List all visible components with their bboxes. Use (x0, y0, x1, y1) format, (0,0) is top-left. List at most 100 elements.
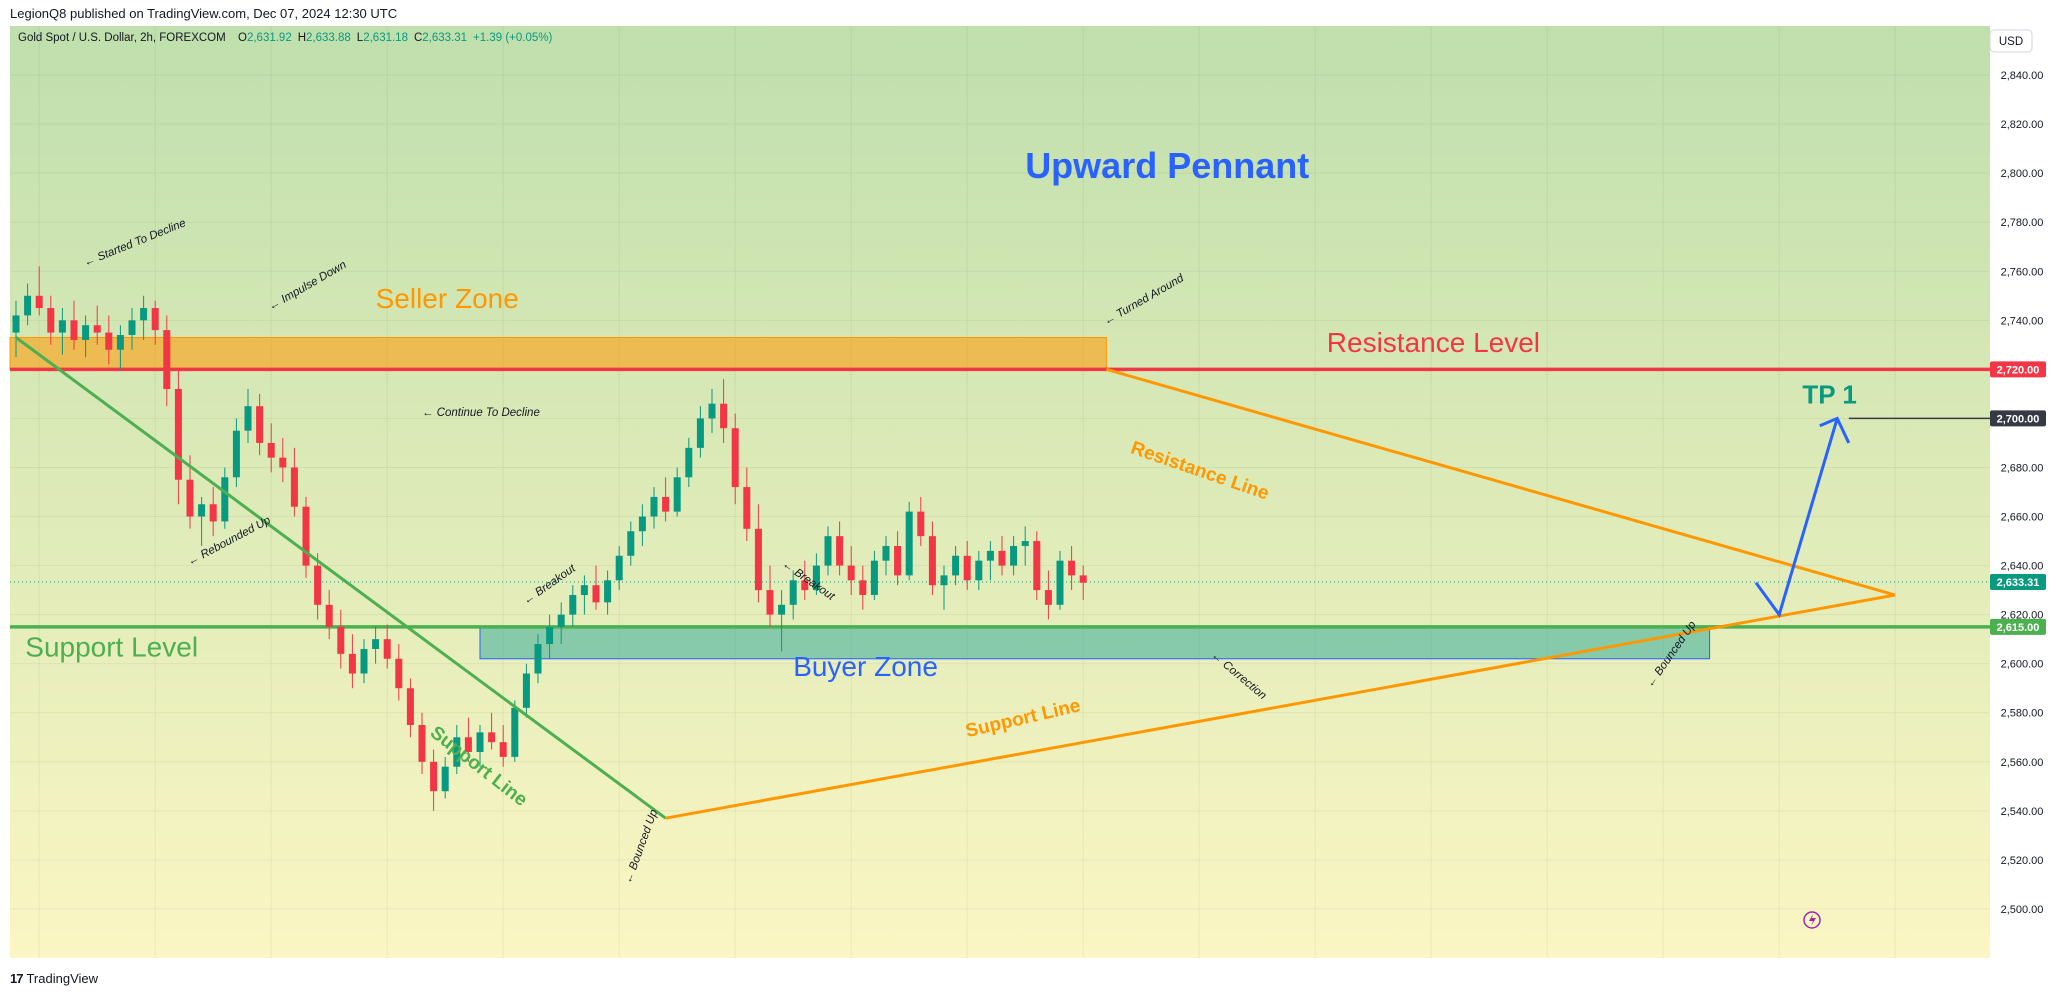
candle-body (1010, 545, 1018, 566)
candle-body (140, 308, 148, 321)
support-level-label: Support Level (25, 631, 198, 662)
candle-body (464, 737, 472, 752)
tp1-label: TP 1 (1802, 380, 1856, 410)
price-tag (1990, 618, 2046, 635)
candle-body (685, 447, 693, 478)
candle-body (302, 506, 310, 566)
candle-body (870, 560, 878, 596)
y-tick-label: 2,760.00 (2001, 266, 2044, 278)
candle-body (766, 590, 774, 615)
y-tick-label: 2,540.00 (2001, 806, 2044, 818)
candle-body (812, 565, 820, 591)
candle-body (1021, 541, 1029, 546)
candle-body (975, 560, 983, 581)
candle-body (905, 511, 913, 576)
projection-arrowhead (1819, 416, 1851, 444)
candle-body (256, 406, 264, 443)
candle-body (163, 330, 171, 389)
candle-body (1068, 560, 1076, 576)
candle-body (453, 737, 461, 767)
y-tick-label: 2,600.00 (2001, 659, 2044, 671)
annotation-label: ← Continue To Decline (422, 407, 540, 419)
y-tick-label: 2,780.00 (2001, 217, 2044, 229)
y-tick-label: 2,640.00 (2001, 561, 2044, 573)
resistance-level-label: Resistance Level (1327, 327, 1540, 358)
seller-zone-label: Seller Zone (376, 283, 519, 314)
candle-body (882, 545, 890, 561)
y-tick-label: 2,620.00 (2001, 610, 2044, 622)
candle-body (290, 467, 298, 507)
candle-body (441, 766, 449, 792)
candle-body (244, 406, 252, 431)
candle-body (1044, 590, 1052, 605)
price-tag (1990, 361, 2046, 378)
candle-body (673, 477, 681, 512)
candle-body (232, 430, 240, 478)
alert-icon[interactable] (1803, 911, 1821, 929)
price-tag-label: 2,720.00 (1997, 364, 2040, 376)
y-tick-label: 2,840.00 (2001, 70, 2044, 82)
candle-body (963, 555, 971, 581)
tradingview-brand: TradingView (26, 971, 99, 986)
candle-body (592, 585, 600, 603)
currency-button[interactable]: USD (1989, 29, 2033, 53)
candle-body (580, 585, 588, 596)
candle-body (93, 325, 101, 333)
candle-body (116, 335, 124, 350)
tradingview-logo[interactable]: 17 TradingView (10, 971, 98, 986)
candle-body (221, 477, 229, 522)
candle-body (186, 479, 194, 517)
candle-body (720, 403, 728, 429)
price-chart[interactable]: Upward Pennant Seller Zone Buyer Zone Resis… (0, 26, 2059, 961)
candle-body (940, 575, 948, 586)
candle-body (35, 295, 43, 309)
chart-area[interactable]: Upward Pennant Seller Zone Buyer Zone Resis… (0, 26, 2059, 961)
candle-body (534, 644, 542, 674)
candle-body (952, 555, 960, 576)
candle-body (360, 648, 368, 674)
price-tag-label: 2,615.00 (1997, 622, 2040, 634)
candle-body (151, 308, 159, 331)
candle-body (337, 626, 345, 654)
y-tick-label: 2,660.00 (2001, 512, 2044, 524)
candle-body (325, 604, 333, 627)
y-tick-label: 2,580.00 (2001, 708, 2044, 720)
plot-background (10, 26, 1990, 958)
buyer-zone-box (479, 626, 1711, 660)
candle-body (662, 496, 670, 512)
candle-body (522, 673, 530, 708)
chart-title: Upward Pennant (1025, 145, 1309, 186)
currency-label: USD (1999, 36, 2023, 48)
candle-body (418, 725, 426, 762)
candle-body (476, 732, 484, 752)
candle-body (58, 320, 66, 333)
y-tick-label: 2,820.00 (2001, 119, 2044, 131)
candle-body (105, 332, 113, 350)
candle-body (894, 545, 902, 576)
publish-bar: LegionQ8 published on TradingView.com, D… (0, 0, 2059, 26)
candle-body (499, 742, 507, 757)
y-tick-label: 2,520.00 (2001, 855, 2044, 867)
candle-body (824, 536, 832, 566)
candle-body (859, 580, 867, 596)
candle-body (128, 320, 136, 336)
price-tag (1990, 410, 2046, 427)
y-tick-label: 2,800.00 (2001, 168, 2044, 180)
candle-body (24, 295, 32, 316)
candle-body (754, 528, 762, 591)
resistance-line (1105, 367, 1896, 597)
candle-body (12, 315, 20, 333)
legend-ohlc: O2,631.92 H2,633.88 L2,631.18 C2,633.31 +1.3… (238, 32, 552, 44)
candle-body (836, 536, 844, 566)
candle-body (696, 418, 704, 448)
seller-zone-box (9, 336, 1107, 370)
price-tag-label: 2,700.00 (1997, 413, 2040, 425)
candle-body (917, 511, 925, 537)
candle-body (708, 403, 716, 419)
projection-path (1754, 417, 1839, 618)
support-line-down (15, 336, 667, 820)
candle-body (998, 550, 1006, 566)
y-tick-label: 2,560.00 (2001, 757, 2044, 769)
legend-symbol: Gold Spot / U.S. Dollar, 2h, FOREXCOM (18, 32, 226, 44)
publish-info: LegionQ8 published on TradingView.com, D… (10, 6, 398, 21)
